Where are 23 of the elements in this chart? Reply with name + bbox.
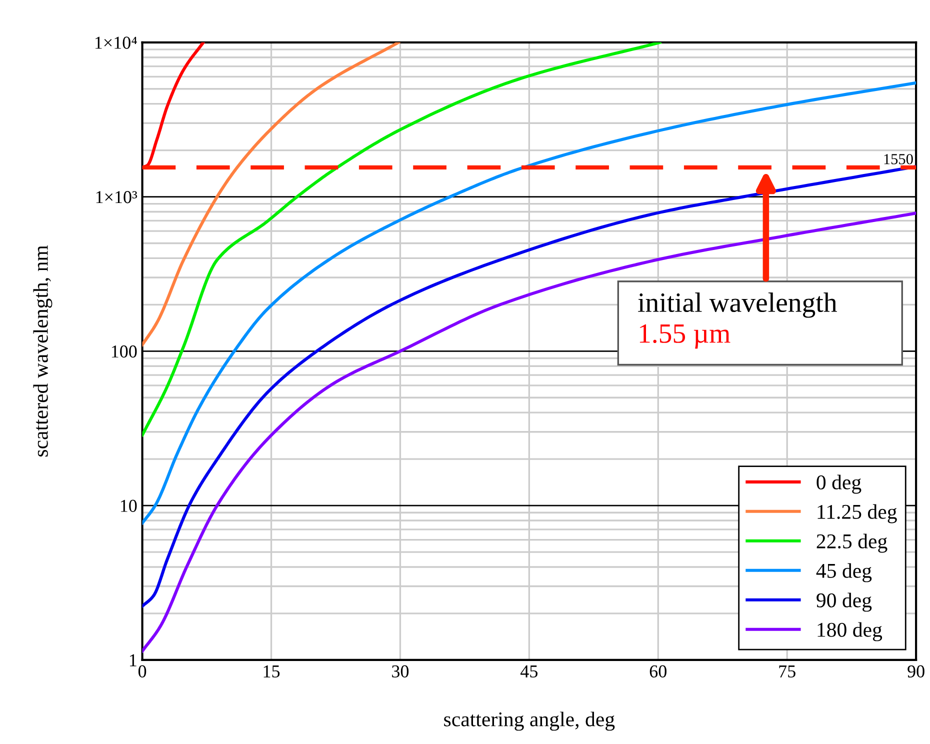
- legend-label: 0 deg: [816, 474, 862, 494]
- annotation: 1.55 µm: [640, 324, 730, 349]
- y-tick-label: 1×10⁴: [95, 36, 137, 49]
- legend-label: 90 deg: [816, 592, 872, 612]
- x-tick-label: 60: [650, 665, 666, 678]
- y-tick-label: 100: [112, 345, 137, 358]
- ref-line-label: 1550: [884, 154, 913, 164]
- legend-label: 22.5 deg: [816, 534, 888, 553]
- y-tick-label: 1: [130, 654, 136, 666]
- x-tick-label: 0: [138, 665, 146, 678]
- x-axis-title: scattering angle, deg: [444, 712, 615, 731]
- x-tick-label: 75: [779, 665, 796, 678]
- legend-label: 45 deg: [816, 563, 872, 582]
- y-tick-label: 1×10³: [96, 191, 138, 204]
- legend-label: 11.25 deg: [818, 504, 897, 524]
- x-tick-label: 90: [908, 665, 924, 678]
- y-tick-label: 10: [120, 500, 137, 512]
- legend-label: 180 deg: [818, 622, 882, 642]
- x-tick-label: 30: [392, 665, 409, 678]
- annotation: initial wavelength: [638, 292, 837, 318]
- x-tick-label: 15: [264, 665, 280, 678]
- y-axis-title: scattered wavelength, nm: [33, 245, 52, 456]
- x-tick-label: 45: [520, 665, 538, 678]
